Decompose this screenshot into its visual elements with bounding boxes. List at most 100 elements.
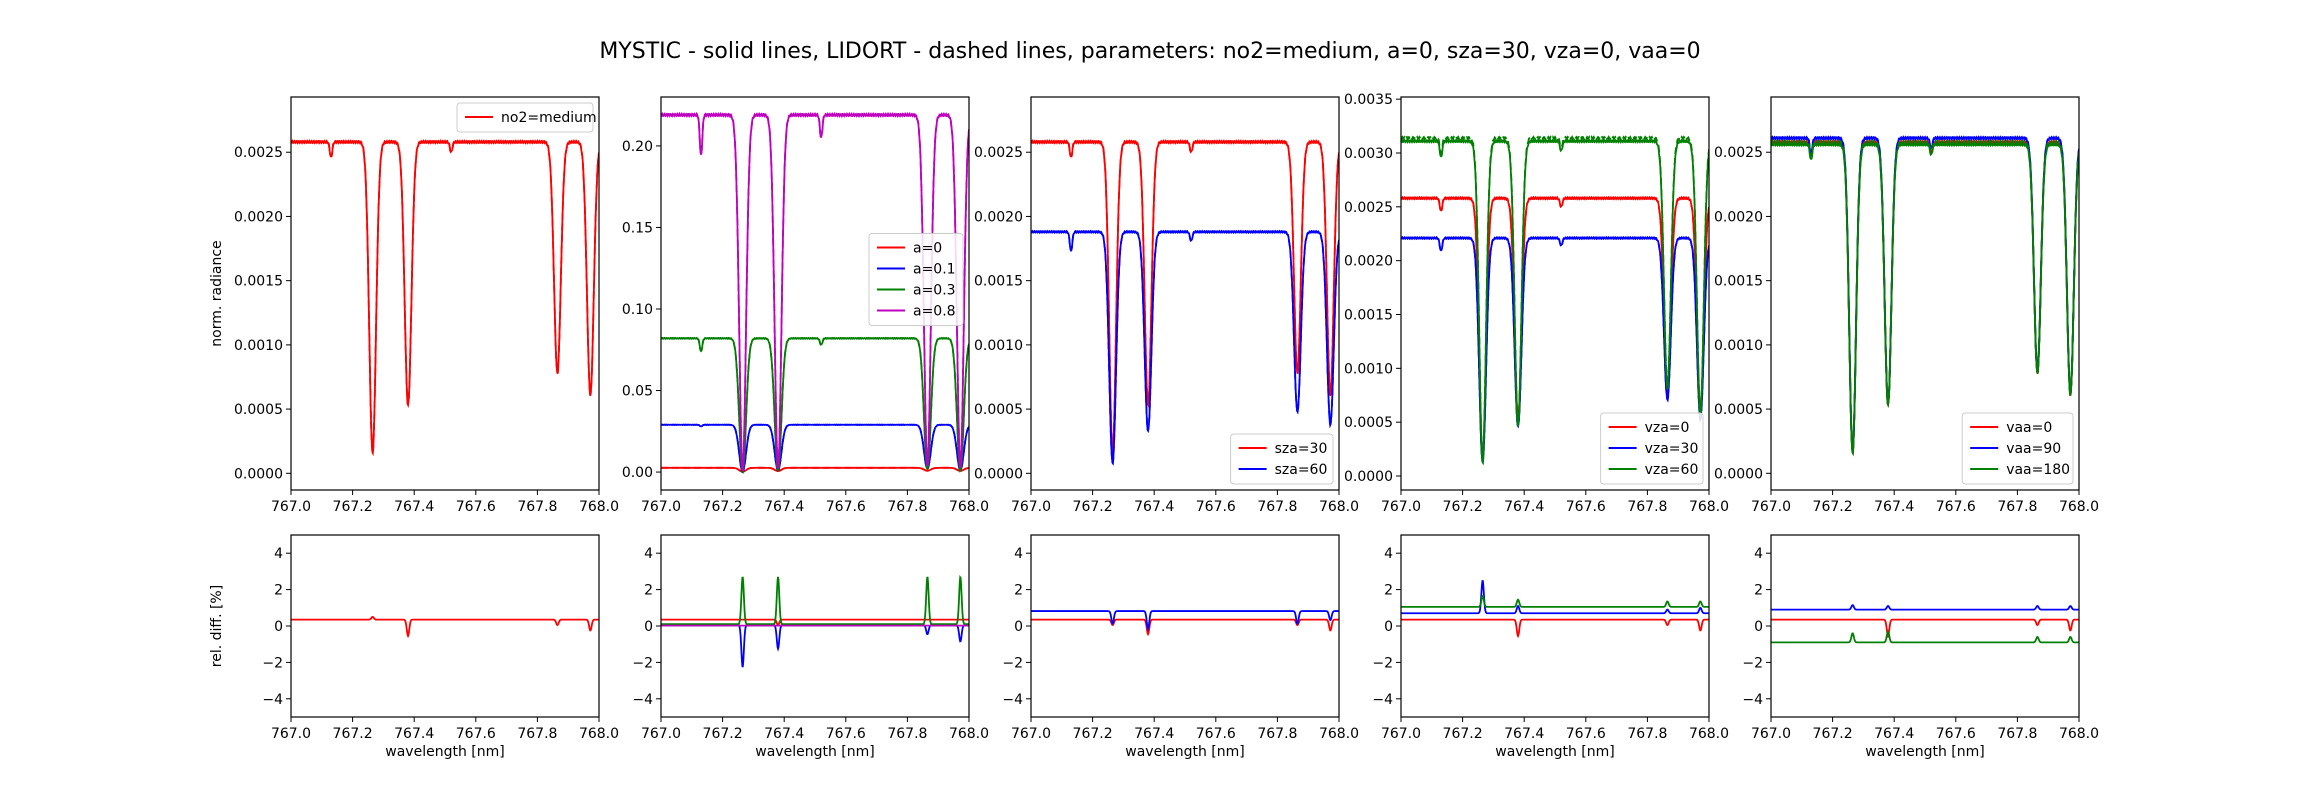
x-tick-label: 767.6 <box>456 726 496 742</box>
figure-title: MYSTIC - solid lines, LIDORT - dashed li… <box>599 39 1700 64</box>
series-vaa=0-lidort-dashed <box>1771 139 2079 457</box>
y-tick-label: −2 <box>632 655 653 671</box>
axes-frame <box>1770 96 2080 491</box>
y-tick-label: 0 <box>1014 619 1023 635</box>
series-a=0.3-mystic-solid <box>661 336 969 474</box>
y-tick-label: 4 <box>1384 546 1393 562</box>
axes-frame <box>290 96 600 491</box>
plot-area <box>1031 139 1339 466</box>
x-tick-label: 767.0 <box>1011 726 1051 742</box>
y-tick-label: 0.0000 <box>234 466 283 482</box>
series-a=0-lidort-dashed <box>661 466 969 473</box>
legend-box <box>1961 412 2074 485</box>
series-0-mystic-solid <box>1031 618 1339 637</box>
x-tick-label: 767.2 <box>333 726 373 742</box>
series-vaa=90-mystic-solid <box>1771 135 2079 456</box>
x-tick-label: 767.2 <box>333 499 373 515</box>
y-tick-label: 4 <box>1754 546 1763 562</box>
x-axis-label: wavelength [nm] <box>755 744 874 760</box>
y-tick-label: 0.0010 <box>234 338 283 354</box>
y-tick-label: −4 <box>1372 692 1393 708</box>
legend: sza=30 sza=60 <box>1230 433 1334 485</box>
x-tick-label: 767.2 <box>1443 726 1483 742</box>
x-axis-label: wavelength [nm] <box>385 744 504 760</box>
x-axis-label: wavelength [nm] <box>1495 744 1614 760</box>
series-0-mystic-solid <box>661 618 969 627</box>
x-tick-label: 767.8 <box>1997 726 2037 742</box>
y-tick-label: −2 <box>262 655 283 671</box>
legend-box <box>1600 412 1704 485</box>
y-tick-label: −4 <box>1002 692 1023 708</box>
x-tick-label: 767.0 <box>1751 726 1791 742</box>
series-1-mystic-solid <box>661 624 969 668</box>
x-tick-label: 767.6 <box>1566 726 1606 742</box>
legend-entry: a=0.1 <box>913 262 956 278</box>
y-tick-label: 0.0015 <box>1344 307 1393 323</box>
x-tick-label: 767.4 <box>394 499 434 515</box>
x-tick-label: 767.8 <box>517 726 557 742</box>
y-tick-label: 2 <box>1754 583 1763 599</box>
x-tick-label: 767.2 <box>1813 726 1853 742</box>
x-tick-label: 768.0 <box>949 499 989 515</box>
x-tick-label: 768.0 <box>1689 499 1729 515</box>
x-tick-label: 768.0 <box>579 499 619 515</box>
bottom-panel-2: 767.0 767.2 767.4 767.6 767.8 768.0 −4 −2 0 2 4 wav… <box>632 534 989 760</box>
x-tick-label: 767.6 <box>456 499 496 515</box>
y-tick-label: 0.0005 <box>1714 402 1763 418</box>
series-a=0.1-lidort-dashed <box>661 423 969 474</box>
legend-entry: no2=medium <box>501 110 597 126</box>
legend-entry: vza=30 <box>1645 441 1699 457</box>
y-tick-label: 0.0000 <box>1714 466 1763 482</box>
x-tick-label: 767.2 <box>1813 499 1853 515</box>
y-tick-label: 2 <box>644 583 653 599</box>
y-tick-label: 0.0020 <box>1344 254 1393 270</box>
x-tick-label: 768.0 <box>579 726 619 742</box>
legend-box <box>456 102 594 133</box>
y-tick-label: 0.0015 <box>1714 274 1763 290</box>
series-vza=60-lidort-dashed <box>1401 135 1709 463</box>
x-tick-label: 768.0 <box>949 726 989 742</box>
series-2-mystic-solid <box>661 574 969 626</box>
x-axis-label: wavelength [nm] <box>1125 744 1244 760</box>
series-2-mystic-solid <box>1401 595 1709 608</box>
x-tick-label: 767.4 <box>1134 499 1174 515</box>
x-tick-label: 767.6 <box>826 499 866 515</box>
y-tick-label: 0.0005 <box>974 402 1023 418</box>
plot-area <box>1031 610 1339 637</box>
axes-frame <box>1400 534 1710 718</box>
y-tick-label: 0.0010 <box>1344 361 1393 377</box>
y-tick-label: 0.10 <box>622 302 653 318</box>
legend: no2=medium <box>456 102 597 133</box>
y-tick-label: 0.0025 <box>974 145 1023 161</box>
axes-frame <box>290 534 600 718</box>
y-tick-label: 0.0020 <box>234 209 283 225</box>
top-panel-5: 767.0 767.2 767.4 767.6 767.8 768.0 0.0000 0.00… <box>1714 96 2099 515</box>
x-tick-label: 767.4 <box>764 499 804 515</box>
legend-entry: a=0.3 <box>913 283 956 299</box>
series-no2=medium-mystic-solid <box>291 139 599 457</box>
y-tick-label: 4 <box>644 546 653 562</box>
top-panel-3: 767.0 767.2 767.4 767.6 767.8 768.0 0.0000 0.00… <box>974 96 1359 515</box>
plot-area <box>1401 580 1709 639</box>
x-tick-label: 767.6 <box>1936 726 1976 742</box>
series-vaa=0-mystic-solid <box>1771 139 2079 457</box>
x-tick-label: 767.2 <box>1443 499 1483 515</box>
plot-area <box>661 574 969 668</box>
x-tick-label: 767.4 <box>1504 499 1544 515</box>
series-vaa=180-mystic-solid <box>1771 141 2079 457</box>
x-tick-label: 767.6 <box>1196 726 1236 742</box>
y-tick-label: 2 <box>1384 583 1393 599</box>
y-tick-label: 0.0005 <box>234 402 283 418</box>
axes-frame <box>1770 534 2080 718</box>
x-tick-label: 767.4 <box>394 726 434 742</box>
y-tick-label: 2 <box>274 583 283 599</box>
x-tick-label: 767.4 <box>1134 726 1174 742</box>
x-tick-label: 767.8 <box>1257 726 1297 742</box>
y-tick-label: −2 <box>1372 655 1393 671</box>
y-tick-label: 0.0025 <box>234 145 283 161</box>
x-tick-label: 767.8 <box>1997 499 2037 515</box>
y-tick-label: −2 <box>1002 655 1023 671</box>
x-tick-label: 767.0 <box>1381 499 1421 515</box>
y-tick-label: 0.0035 <box>1344 92 1393 108</box>
axes-frame <box>660 96 970 491</box>
